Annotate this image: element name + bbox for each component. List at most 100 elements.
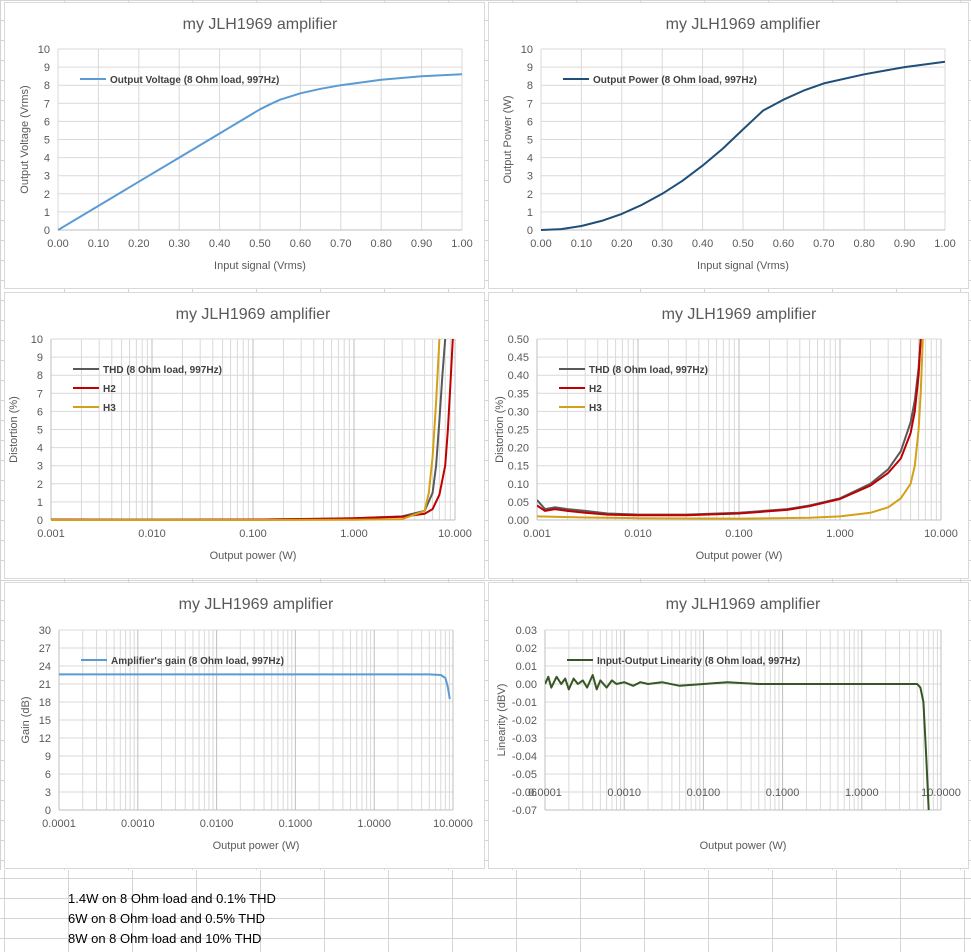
y-tick-label: 0.02 [516,643,537,655]
chart-linearity[interactable]: my JLH1969 amplifier -0.07 -0.06 -0.05 -0.04… [488,582,969,869]
y-tick-label: 6 [45,769,51,781]
x-tick-label: 0.30 [651,238,672,250]
x-tick-label: 0.001 [523,528,551,540]
x-tick-label: 0.10 [88,238,109,250]
x-tick-label: 0.1000 [766,787,800,799]
y-tick-label: 7 [37,388,43,400]
x-tick-label: 10.000 [438,528,472,540]
y-tick-label: 0.25 [508,425,529,437]
legend-label: THD (8 Ohm load, 997Hz) [103,365,222,376]
x-tick-label: 1.0000 [845,787,879,799]
y-tick-label: 0.05 [508,497,529,509]
y-tick-label: 0 [527,225,533,237]
y-tick-label: 21 [39,679,51,691]
chart-svg: my JLH1969 amplifier 0 3 6 9 12 15 18 21 24 27 30 0.… [20,596,473,852]
y-tick-label: 0.15 [508,461,529,473]
y-tick-label: 0 [44,225,50,237]
x-tick-label: 0.60 [773,238,794,250]
series-line [537,338,922,517]
note-cell[interactable]: 8W on 8 Ohm load and 10% THD [68,931,262,946]
chart-svg: my JLH1969 amplifier 0 1 2 3 4 5 6 7 8 9 10 0.001 0.0… [8,306,472,562]
legend-label: H2 [103,384,116,395]
y-tick-label: 10 [31,334,43,346]
x-tick-label: 1.0000 [357,818,391,830]
x-tick-label: 0.20 [611,238,632,250]
x-tick-label: 1.000 [826,528,854,540]
y-tick-label: 3 [44,171,50,183]
note-cell[interactable]: 6W on 8 Ohm load and 0.5% THD [68,911,266,926]
y-tick-label: 0.30 [508,406,529,418]
x-tick-label: 0.80 [370,238,391,250]
chart-title: my JLH1969 amplifier [183,16,338,33]
x-tick-label: 10.0000 [921,787,961,799]
legend-label: Output Voltage (8 Ohm load, 997Hz) [110,75,279,86]
chart-distortion-zoom[interactable]: my JLH1969 amplifier 0.00 0.05 0.10 0.15 0.20… [488,292,969,579]
x-axis-label: Output power (W) [213,840,300,852]
x-tick-label: 0.1000 [279,818,313,830]
y-tick-label: 4 [37,443,43,455]
x-tick-label: 0.00 [530,238,551,250]
y-tick-label: 7 [44,98,50,110]
y-tick-label: 2 [527,189,533,201]
gridlines [544,629,942,811]
y-tick-label: 10 [521,44,533,56]
spreadsheet-cells [0,870,971,952]
y-tick-label: 1 [527,207,533,219]
x-tick-label: 0.20 [128,238,149,250]
y-tick-label: 3 [527,171,533,183]
chart-output-voltage[interactable]: my JLH1969 amplifier 0 1 2 3 4 5 6 7 8 9 10 0.00 0.10… [4,2,485,289]
y-tick-label: 9 [527,62,533,74]
y-tick-label: -0.07 [512,805,537,817]
x-tick-label: 0.50 [732,238,753,250]
y-tick-label: 10 [38,44,50,56]
y-tick-label: 9 [37,352,43,364]
y-tick-label: 0.03 [516,625,537,637]
legend-label: H3 [103,403,116,414]
y-tick-label: -0.03 [512,733,537,745]
legend-label: Amplifier's gain (8 Ohm load, 997Hz) [111,656,284,667]
chart-title: my JLH1969 amplifier [179,596,334,613]
y-tick-label: 8 [37,370,43,382]
y-tick-label: 18 [39,697,51,709]
y-axis-label: Gain (dB) [20,696,32,743]
y-tick-label: 0 [37,515,43,527]
y-tick-label: 4 [527,153,533,165]
y-tick-label: 5 [527,135,533,147]
chart-output-power[interactable]: my JLH1969 amplifier 0 1 2 3 4 5 6 7 8 9 10 0.00 0.10… [488,2,969,289]
y-tick-label: 7 [527,98,533,110]
chart-svg: my JLH1969 amplifier -0.07 -0.06 -0.05 -0.04… [496,596,961,852]
chart-gain[interactable]: my JLH1969 amplifier 0 3 6 9 12 15 18 21 24 27 30 0.… [4,582,485,869]
y-tick-label: 0.40 [508,370,529,382]
x-tick-label: 0.0010 [607,787,641,799]
y-tick-label: 27 [39,643,51,655]
chart-distortion-full[interactable]: my JLH1969 amplifier 0 1 2 3 4 5 6 7 8 9 10 0.001 0.0… [4,292,485,579]
y-axis-label: Linearity (dBV) [496,684,508,757]
chart-title: my JLH1969 amplifier [662,306,817,323]
series-line [545,674,930,811]
y-tick-label: 4 [44,153,50,165]
x-tick-label: 0.70 [330,238,351,250]
legend-label: H3 [589,403,602,414]
y-tick-label: 6 [37,406,43,418]
x-axis-label: Input signal (Vrms) [697,260,789,272]
y-tick-label: -0.02 [512,715,537,727]
y-tick-label: 2 [37,479,43,491]
y-tick-label: 0.01 [516,661,537,673]
series-line [541,60,945,231]
gridlines [540,48,946,231]
x-tick-label: 1.00 [451,238,472,250]
note-cell[interactable]: 1.4W on 8 Ohm load and 0.1% THD [68,891,276,906]
x-tick-label: 0.30 [168,238,189,250]
y-tick-label: 9 [44,62,50,74]
x-tick-label: 0.40 [209,238,230,250]
y-tick-label: 8 [527,80,533,92]
x-tick-label: 0.40 [692,238,713,250]
x-tick-label: 10.000 [924,528,958,540]
y-tick-label: -0.01 [512,697,537,709]
x-tick-label: 0.001 [37,528,65,540]
y-tick-label: 0.50 [508,334,529,346]
chart-svg: my JLH1969 amplifier 0.00 0.05 0.10 0.15 0.20… [494,306,958,562]
x-tick-label: 0.90 [411,238,432,250]
series-line [59,673,451,700]
y-tick-label: -0.04 [512,751,537,763]
